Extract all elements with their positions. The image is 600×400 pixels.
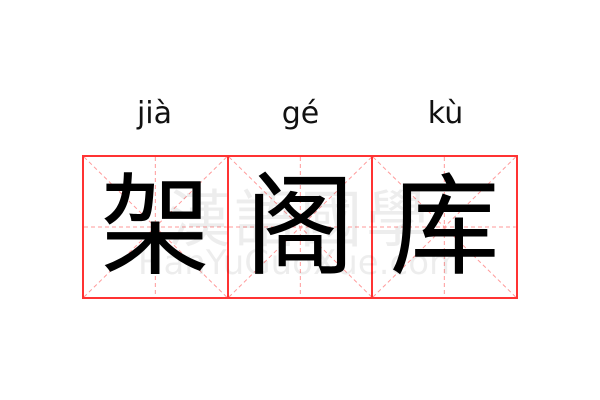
hanzi-3: 库 xyxy=(389,163,500,291)
pinyin-3: kù xyxy=(427,96,464,131)
hanzi-1: 架 xyxy=(100,163,211,291)
char-cell-2: 阁 xyxy=(226,157,372,297)
hanzi-2: 阁 xyxy=(245,163,355,291)
pinyin-2: gé xyxy=(281,96,320,131)
char-cell-1: 架 xyxy=(84,157,227,297)
grid-guides xyxy=(373,157,516,297)
grid-guides xyxy=(84,157,227,297)
char-cell-3: 库 xyxy=(371,157,516,297)
grid-guides xyxy=(229,157,372,297)
pinyin-1: jià xyxy=(136,96,173,131)
tianzige-grid: 架 阁 库 xyxy=(82,155,518,299)
